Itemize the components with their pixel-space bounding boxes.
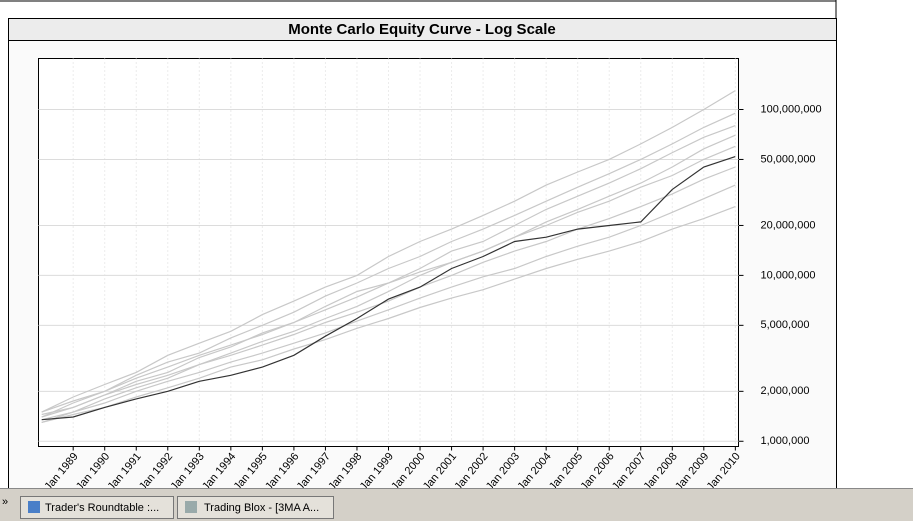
y-tick-label: 20,000,000 (761, 219, 816, 231)
taskbar-button[interactable] (20, 496, 174, 519)
y-tick-label: 10,000,000 (761, 269, 816, 281)
y-tick-label: 2,000,000 (761, 385, 810, 397)
equity-curve (41, 112, 736, 418)
plot-area (38, 58, 739, 447)
equity-curve (41, 166, 736, 418)
equity-curve (41, 90, 736, 413)
y-tick-label: 5,000,000 (761, 319, 810, 331)
equity-curve (41, 156, 736, 421)
equity-curve (41, 184, 736, 421)
y-tick-label: 1,000,000 (761, 435, 810, 447)
title-bar (8, 18, 837, 41)
taskbar-button[interactable] (177, 496, 334, 519)
chart-title: Monte Carlo Equity Curve - Log Scale (288, 21, 556, 38)
y-tick-label: 100,000,000 (761, 103, 822, 115)
taskbar-icon (28, 501, 40, 513)
taskbar-icon (185, 501, 197, 513)
taskbar: » Trader's Roundtable :... Trading Blox … (0, 488, 913, 521)
taskbar-item[interactable]: Trading Blox - [3MA A... (204, 502, 319, 514)
equity-curve (41, 134, 736, 423)
equity-curve (41, 206, 736, 423)
taskbar-chevron[interactable]: » (2, 496, 8, 508)
y-tick-label: 50,000,000 (761, 153, 816, 165)
taskbar-item[interactable]: Trader's Roundtable :... (45, 502, 159, 514)
equity-curve (41, 145, 736, 413)
